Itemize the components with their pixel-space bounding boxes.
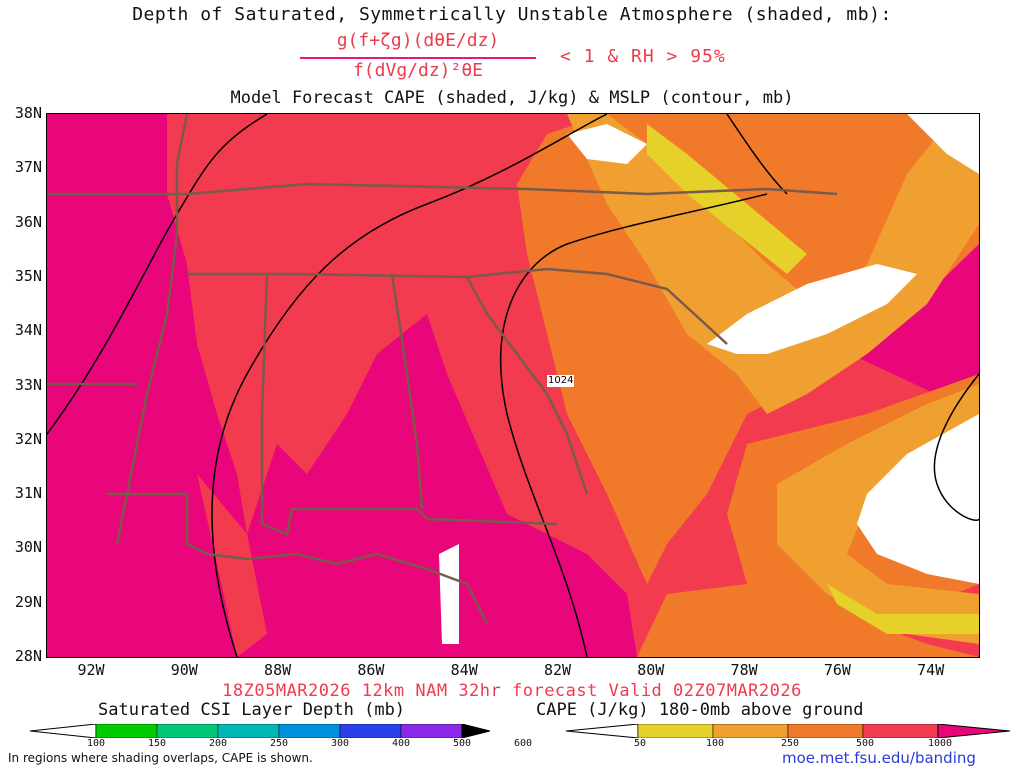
cape-colorbar-low-cap	[566, 724, 639, 738]
csi-colorbar-tick: 300	[330, 738, 350, 749]
isobar-line	[211, 114, 608, 657]
cape-colorbar-tick: 50	[633, 738, 647, 749]
border-line	[47, 182, 838, 196]
cape-colorbar-segment	[787, 724, 864, 738]
cape-50-north	[647, 124, 807, 274]
latitude-label: 38N	[14, 104, 42, 122]
latitude-label: 33N	[14, 375, 42, 394]
low-cape-ocean	[857, 414, 979, 584]
isobar-line	[47, 114, 268, 435]
latitude-label: 31N	[14, 484, 42, 503]
csi-colorbar-tick: 150	[147, 738, 167, 749]
state-borders	[47, 114, 838, 625]
longitude-label: 82W	[543, 661, 572, 679]
longitude-label: 86W	[357, 661, 385, 679]
map-title: Depth of Saturated, Symmetrically Unstab…	[132, 4, 892, 25]
csi-colorbar-low-cap	[30, 724, 97, 738]
isobar-line	[933, 373, 979, 521]
cape-colorbar-segment	[862, 724, 939, 738]
cape-100-region	[567, 114, 979, 414]
formula-condition: < 1 & RH > 95%	[560, 46, 726, 67]
low-cape-ne	[907, 114, 979, 174]
map-panel: 1024	[46, 113, 980, 658]
formula-numerator: g(f+ζg)(dθE/dz)	[336, 30, 500, 51]
cape-500-region-west	[197, 474, 267, 657]
csi-colorbar-segment	[95, 724, 158, 738]
latitude-label: 30N	[14, 538, 42, 557]
low-cape-fl	[439, 544, 459, 644]
map-subtitle: Model Forecast CAPE (shaded, J/kg) & MSL…	[230, 88, 794, 108]
cape-50-region	[827, 584, 979, 634]
csi-colorbar-segment	[400, 724, 463, 738]
csi-colorbar-title: Saturated CSI Layer Depth (mb)	[98, 700, 406, 720]
csi-colorbar-tick: 400	[391, 738, 411, 749]
cape-colorbar-high-cap	[937, 724, 1010, 738]
csi-colorbar-segment	[278, 724, 341, 738]
cape-colorbar-tick: 250	[780, 738, 800, 749]
csi-colorbar-segment	[217, 724, 280, 738]
csi-colorbar-tick: 500	[452, 738, 472, 749]
latitude-label: 32N	[14, 429, 42, 448]
csi-colorbar-tick: 250	[269, 738, 289, 749]
border-line	[115, 114, 189, 545]
isobar-label: 1024	[547, 375, 575, 387]
cape-colorbar-tick: 500	[855, 738, 875, 749]
formula-fraction-bar	[300, 57, 536, 59]
latitude-label: 34N	[14, 321, 42, 340]
cape-colorbar-tick: 1000	[927, 738, 953, 749]
border-line	[390, 273, 424, 510]
border-line	[187, 267, 728, 345]
isobar-line	[726, 114, 788, 195]
csi-colorbar-tick: 200	[208, 738, 228, 749]
cape-colorbar-tick: 100	[705, 738, 725, 749]
low-cape-coast	[707, 264, 917, 354]
latitude-label: 28N	[14, 647, 42, 665]
latitude-label: 36N	[14, 212, 42, 231]
footer-url[interactable]: moe.met.fsu.edu/banding	[782, 749, 976, 767]
isobar-line	[500, 193, 768, 657]
csi-colorbar-tick: 100	[86, 738, 106, 749]
cape-250-south	[637, 584, 979, 657]
cape-colorbar-segment	[637, 724, 714, 738]
latitude-label: 29N	[14, 592, 42, 611]
footer-note: In regions where shading overlaps, CAPE …	[8, 751, 313, 765]
cape-colorbar-segment	[712, 724, 789, 738]
longitude-label: 78W	[730, 661, 758, 679]
latitude-label: 37N	[14, 158, 42, 177]
longitude-label: 80W	[637, 661, 665, 679]
border-line	[465, 276, 589, 495]
csi-colorbar-tick: 600	[513, 738, 533, 749]
csi-colorbar-segment	[156, 724, 219, 738]
longitude-label: 90W	[170, 661, 198, 679]
longitude-label: 84W	[450, 661, 478, 679]
csi-colorbar	[30, 724, 490, 738]
longitude-label: 76W	[823, 661, 851, 679]
longitude-label: 88W	[264, 661, 292, 679]
formula-denominator: f(dVg/dz)²θE	[352, 60, 484, 81]
cape-colorbar-title: CAPE (J/kg) 180-0mb above ground	[536, 700, 864, 720]
border-line	[260, 273, 558, 536]
longitude-label: 74W	[917, 661, 945, 679]
cape-shading	[47, 114, 979, 657]
csi-colorbar-segment	[339, 724, 402, 738]
low-cape-va	[567, 124, 647, 164]
latitude-label: 35N	[14, 266, 42, 285]
border-line	[107, 492, 489, 625]
cape-colorbar	[566, 724, 1010, 738]
longitude-label: 92W	[77, 661, 105, 679]
forecast-valid-line: 18Z05MAR2026 12km NAM 32hr forecast Vali…	[222, 681, 802, 701]
isobar-contours	[47, 114, 979, 657]
csi-colorbar-high-cap	[461, 724, 490, 738]
